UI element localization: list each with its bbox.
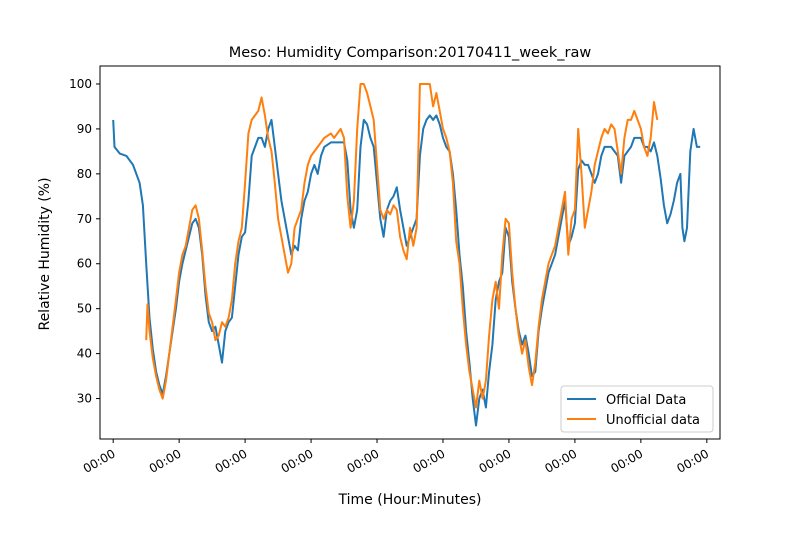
- x-axis-label: Time (Hour:Minutes): [338, 492, 482, 508]
- x-tick-label: 00:00: [147, 446, 184, 475]
- x-axis-ticks: 00:00 00:00 00:00 00:00 00:00 00:00 00:00 00:00…: [81, 439, 711, 476]
- y-tick-label: 50: [77, 302, 92, 316]
- y-axis-ticks: 30 40 50 60 70 80 90 100: [69, 77, 100, 406]
- x-tick-label: 00:00: [542, 446, 579, 475]
- x-tick-label: 00:00: [279, 446, 316, 475]
- y-tick-label: 60: [77, 257, 92, 271]
- legend-label-unofficial: Unofficial data: [606, 413, 700, 428]
- x-tick-label: 00:00: [674, 446, 711, 475]
- legend: Official Data Unofficial data: [560, 385, 714, 433]
- series-line-official: [112, 114, 701, 427]
- axes-frame: [99, 65, 721, 440]
- x-tick-label: 00:00: [81, 446, 118, 475]
- y-tick-label: 70: [77, 212, 92, 226]
- series-line-unofficial: [145, 83, 659, 409]
- y-tick-label: 40: [77, 347, 92, 361]
- legend-box: [560, 385, 714, 433]
- x-tick-label: 00:00: [608, 446, 645, 475]
- x-tick-label: 00:00: [213, 446, 250, 475]
- y-tick-label: 30: [77, 392, 92, 406]
- y-tick-label: 80: [77, 167, 92, 181]
- x-tick-label: 00:00: [345, 446, 382, 475]
- legend-label-official: Official Data: [606, 393, 686, 408]
- y-tick-label: 100: [69, 77, 92, 91]
- y-tick-label: 90: [77, 122, 92, 136]
- plot-area: [99, 65, 721, 440]
- chart-title: Meso: Humidity Comparison:20170411_week_…: [229, 45, 592, 61]
- x-tick-label: 00:00: [411, 446, 448, 475]
- y-axis-label: Relative Humidity (%): [37, 177, 53, 330]
- x-tick-label: 00:00: [476, 446, 513, 475]
